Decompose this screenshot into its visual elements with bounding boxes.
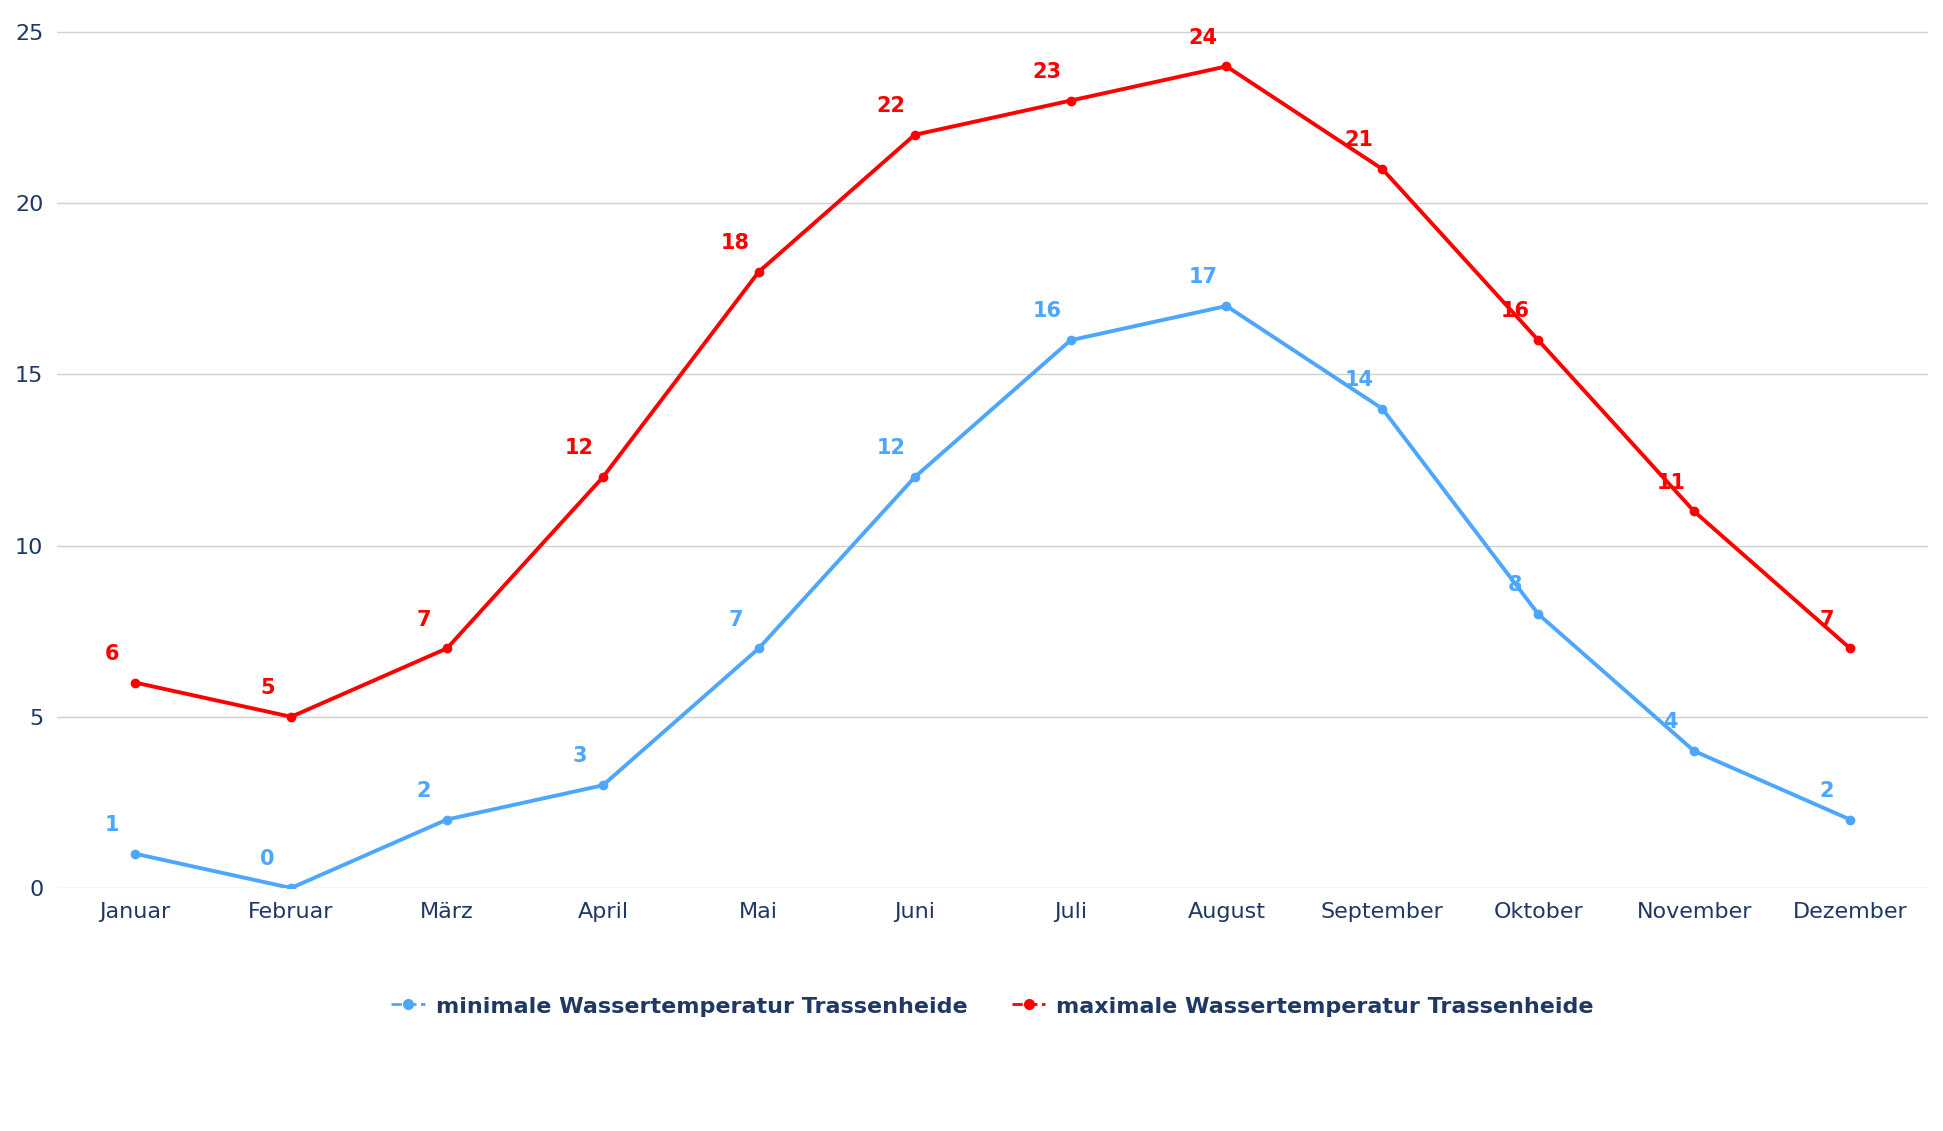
minimale Wassertemperatur Trassenheide <box>1370 402 1393 415</box>
minimale Wassertemperatur Trassenheide <box>1214 300 1238 313</box>
maximale Wassertemperatur Trassenheide <box>1527 334 1551 347</box>
Text: 1: 1 <box>105 815 119 835</box>
Text: 0: 0 <box>260 849 276 869</box>
Text: 14: 14 <box>1345 370 1374 390</box>
Text: 11: 11 <box>1655 473 1685 493</box>
minimale Wassertemperatur Trassenheide <box>591 778 614 792</box>
Text: 17: 17 <box>1189 267 1218 287</box>
minimale Wassertemperatur Trassenheide <box>1527 607 1551 621</box>
Text: 23: 23 <box>1032 62 1061 81</box>
Line: maximale Wassertemperatur Trassenheide: maximale Wassertemperatur Trassenheide <box>130 62 1854 720</box>
Text: 18: 18 <box>721 233 750 253</box>
Legend: minimale Wassertemperatur Trassenheide, maximale Wassertemperatur Trassenheide: minimale Wassertemperatur Trassenheide, … <box>383 986 1603 1026</box>
Text: 7: 7 <box>729 610 742 630</box>
maximale Wassertemperatur Trassenheide <box>1059 94 1082 107</box>
Text: 3: 3 <box>573 746 587 767</box>
maximale Wassertemperatur Trassenheide <box>1683 504 1706 518</box>
minimale Wassertemperatur Trassenheide <box>748 641 771 655</box>
maximale Wassertemperatur Trassenheide <box>903 128 927 141</box>
Text: 5: 5 <box>260 677 276 698</box>
minimale Wassertemperatur Trassenheide <box>124 847 148 861</box>
maximale Wassertemperatur Trassenheide <box>748 265 771 278</box>
Text: 2: 2 <box>1819 780 1834 801</box>
maximale Wassertemperatur Trassenheide <box>591 470 614 484</box>
minimale Wassertemperatur Trassenheide <box>903 470 927 484</box>
maximale Wassertemperatur Trassenheide <box>280 710 303 724</box>
minimale Wassertemperatur Trassenheide <box>435 813 459 827</box>
maximale Wassertemperatur Trassenheide <box>435 641 459 655</box>
Text: 24: 24 <box>1189 27 1218 48</box>
Text: 7: 7 <box>1819 610 1834 630</box>
minimale Wassertemperatur Trassenheide <box>1683 744 1706 758</box>
Line: minimale Wassertemperatur Trassenheide: minimale Wassertemperatur Trassenheide <box>130 302 1854 892</box>
Text: 21: 21 <box>1345 130 1374 150</box>
Text: 2: 2 <box>416 780 431 801</box>
Text: 22: 22 <box>876 96 905 116</box>
Text: 7: 7 <box>416 610 431 630</box>
maximale Wassertemperatur Trassenheide <box>1214 60 1238 74</box>
Text: 12: 12 <box>565 439 595 458</box>
Text: 16: 16 <box>1500 301 1529 321</box>
minimale Wassertemperatur Trassenheide <box>1838 813 1861 827</box>
Text: 6: 6 <box>105 644 119 664</box>
minimale Wassertemperatur Trassenheide <box>1059 334 1082 347</box>
maximale Wassertemperatur Trassenheide <box>124 676 148 690</box>
Text: 4: 4 <box>1663 713 1679 732</box>
maximale Wassertemperatur Trassenheide <box>1838 641 1861 655</box>
maximale Wassertemperatur Trassenheide <box>1370 162 1393 175</box>
minimale Wassertemperatur Trassenheide <box>280 881 303 895</box>
Text: 12: 12 <box>876 439 905 458</box>
Text: 16: 16 <box>1032 301 1061 321</box>
Text: 8: 8 <box>1508 576 1521 595</box>
